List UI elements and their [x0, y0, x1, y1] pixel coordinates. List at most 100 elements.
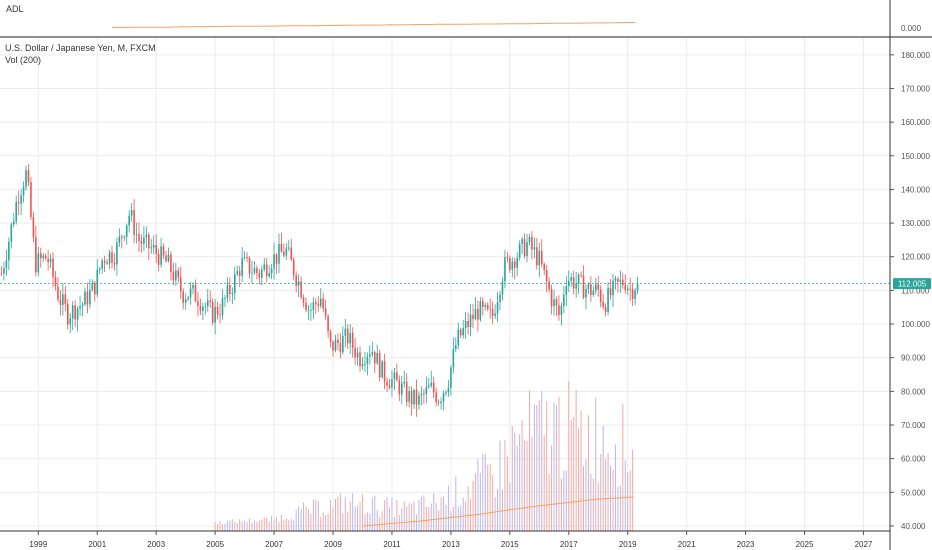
x-tick-label: 1999 [29, 540, 47, 549]
candle-body [580, 274, 582, 276]
candle-body [253, 268, 256, 273]
candle-body [160, 246, 162, 265]
candle-body [143, 237, 145, 244]
candle-body [197, 300, 199, 306]
candle-body [575, 283, 577, 289]
x-tick-label: 2013 [442, 540, 460, 549]
candle-body [354, 347, 356, 358]
y-tick-label: 100.000 [901, 320, 930, 329]
candle-body [423, 393, 425, 395]
candle-body [256, 268, 258, 273]
candle-body [322, 298, 324, 309]
candle-body [64, 294, 67, 304]
candle-body [624, 285, 627, 290]
candle-body [386, 381, 388, 386]
candle-body [52, 258, 54, 278]
candle-body [528, 236, 531, 243]
candle-body [42, 255, 45, 259]
candle-body [3, 267, 5, 274]
candle-body [410, 391, 413, 405]
candle-body [545, 269, 548, 282]
candle-body [98, 268, 101, 270]
candle-body [182, 291, 185, 303]
candle-body [563, 294, 565, 306]
candle-body [216, 306, 219, 315]
candle-body [408, 391, 410, 402]
candle-body [442, 393, 445, 402]
candle-body [531, 236, 533, 250]
adl-line [112, 22, 636, 28]
candle-body [226, 284, 229, 298]
candle-body [538, 250, 541, 266]
candle-body [452, 349, 455, 368]
candle-body [116, 242, 118, 265]
candle-body [629, 288, 631, 290]
candle-body [383, 361, 386, 382]
candle-body [135, 233, 138, 235]
candle-body [378, 352, 381, 378]
candle-body [413, 389, 415, 405]
y-tick-label: 40.000 [901, 522, 926, 531]
candle-body [604, 306, 607, 313]
candle-body [509, 257, 511, 270]
candle-body [582, 275, 585, 298]
candle-body [310, 309, 312, 311]
candle-body [482, 301, 484, 307]
candle-body [37, 253, 40, 273]
candle-body [634, 290, 636, 299]
price-badge-background [893, 278, 931, 290]
candle-body [432, 382, 435, 393]
x-tick-label: 2009 [324, 540, 342, 549]
candle-body [138, 233, 140, 242]
candle-body [10, 224, 13, 242]
candle-body [265, 264, 268, 277]
candle-body [334, 339, 337, 351]
candle-body [66, 303, 69, 325]
candle-body [459, 329, 462, 336]
candle-body [400, 383, 403, 395]
candle-body [44, 255, 47, 259]
candle-body [106, 262, 108, 264]
time-axis[interactable]: 1999 2001 2003 2005 2007 2009 2011 2013 2015 2017… [29, 531, 873, 549]
candle-body [319, 298, 322, 306]
candle-body [49, 258, 52, 263]
candle-body [315, 302, 317, 305]
candle-body [35, 237, 37, 273]
candle-body [121, 236, 123, 238]
candle-body [597, 284, 600, 290]
candle-body [329, 331, 332, 342]
y-tick-label: 140.000 [901, 185, 930, 194]
x-tick-label: 2023 [737, 540, 755, 549]
candle-body [165, 255, 167, 262]
candle-body [437, 402, 440, 404]
candle-body [324, 308, 327, 317]
candle-body [0, 273, 3, 275]
candle-body [391, 379, 393, 388]
candle-body [8, 241, 10, 261]
candle-body [128, 215, 130, 226]
candle-body [457, 329, 460, 346]
price-axis[interactable]: 40.000 50.000 60.000 70.000 80.000 90.000 100.… [890, 51, 930, 531]
candle-body [612, 280, 614, 296]
candle-body [565, 285, 568, 295]
candle-body [246, 257, 248, 259]
candle-body [211, 301, 214, 323]
candle-body [536, 247, 538, 266]
candle-body [381, 361, 383, 378]
candle-body [543, 263, 546, 270]
candle-body [494, 313, 496, 316]
candle-body [469, 314, 472, 328]
candle-body [47, 258, 49, 263]
candle-body [150, 247, 153, 249]
candle-body [464, 321, 467, 329]
candle-body [467, 321, 469, 328]
candle-body [342, 335, 344, 353]
candle-body [572, 277, 575, 289]
chart-title: U.S. Dollar / Japanese Yen, M, FXCM [5, 43, 156, 53]
candle-body [587, 284, 590, 290]
candle-body [577, 274, 580, 284]
candle-body [617, 278, 619, 282]
candle-body [403, 381, 406, 384]
candle-body [619, 279, 622, 282]
